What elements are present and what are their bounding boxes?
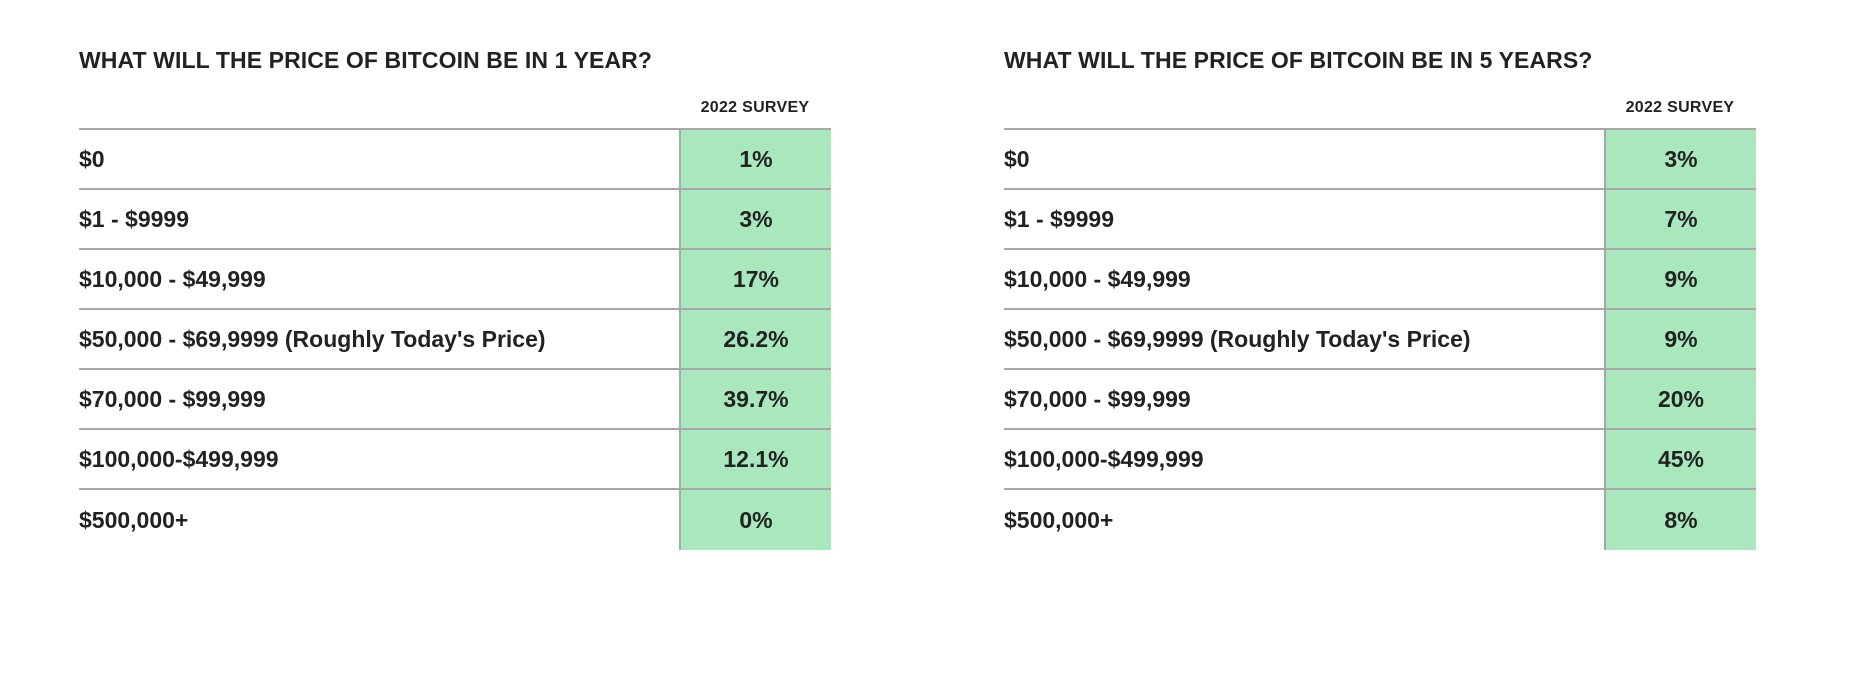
row-label: $1 - $9999 bbox=[1004, 205, 1114, 232]
table-row: $70,000 - $99,999 39.7% bbox=[79, 370, 831, 430]
row-value: 45% bbox=[1604, 430, 1756, 488]
row-label: $500,000+ bbox=[1004, 506, 1114, 533]
row-value: 3% bbox=[679, 190, 831, 248]
table-row: $70,000 - $99,999 20% bbox=[1004, 370, 1756, 430]
table-body: $0 1% $1 - $9999 3% $10,000 - $49,999 17… bbox=[79, 128, 831, 550]
price-5-years-table: WHAT WILL THE PRICE OF BITCOIN BE IN 5 Y… bbox=[1004, 44, 1756, 550]
row-value: 3% bbox=[1604, 130, 1756, 188]
row-value: 39.7% bbox=[679, 370, 831, 428]
table-row: $50,000 - $69,9999 (Roughly Today's Pric… bbox=[79, 310, 831, 370]
row-value: 1% bbox=[679, 130, 831, 188]
row-label: $500,000+ bbox=[79, 506, 189, 533]
table-body: $0 3% $1 - $9999 7% $10,000 - $49,999 9%… bbox=[1004, 128, 1756, 550]
price-1-year-table: WHAT WILL THE PRICE OF BITCOIN BE IN 1 Y… bbox=[79, 44, 831, 550]
column-header: 2022 SURVEY bbox=[700, 99, 810, 116]
row-value: 8% bbox=[1604, 490, 1756, 550]
table-row: $10,000 - $49,999 17% bbox=[79, 250, 831, 310]
row-value: 12.1% bbox=[679, 430, 831, 488]
row-label: $0 bbox=[79, 145, 105, 172]
column-header-row: 2022 SURVEY bbox=[79, 88, 831, 128]
row-label: $10,000 - $49,999 bbox=[79, 265, 266, 292]
table-row: $500,000+ 0% bbox=[79, 490, 831, 550]
row-label: $0 bbox=[1004, 145, 1030, 172]
row-label: $70,000 - $99,999 bbox=[1004, 385, 1191, 412]
column-header-row: 2022 SURVEY bbox=[1004, 88, 1756, 128]
column-header-spacer bbox=[1004, 88, 1604, 128]
column-header: 2022 SURVEY bbox=[1625, 99, 1735, 116]
row-label: $50,000 - $69,9999 (Roughly Today's Pric… bbox=[1004, 325, 1471, 352]
table-row: $1 - $9999 7% bbox=[1004, 190, 1756, 250]
table-row: $50,000 - $69,9999 (Roughly Today's Pric… bbox=[1004, 310, 1756, 370]
chart-title: WHAT WILL THE PRICE OF BITCOIN BE IN 5 Y… bbox=[1004, 47, 1593, 73]
row-label: $1 - $9999 bbox=[79, 205, 189, 232]
chart-title: WHAT WILL THE PRICE OF BITCOIN BE IN 1 Y… bbox=[79, 47, 653, 73]
table-row: $100,000-$499,999 45% bbox=[1004, 430, 1756, 490]
table-row: $500,000+ 8% bbox=[1004, 490, 1756, 550]
row-value: 26.2% bbox=[679, 310, 831, 368]
row-value: 9% bbox=[1604, 310, 1756, 368]
row-label: $70,000 - $99,999 bbox=[79, 385, 266, 412]
column-header-spacer bbox=[79, 88, 679, 128]
table-row: $100,000-$499,999 12.1% bbox=[79, 430, 831, 490]
table-row: $0 1% bbox=[79, 130, 831, 190]
row-value: 7% bbox=[1604, 190, 1756, 248]
row-label: $100,000-$499,999 bbox=[1004, 445, 1204, 472]
table-row: $1 - $9999 3% bbox=[79, 190, 831, 250]
row-value: 0% bbox=[679, 490, 831, 550]
row-value: 17% bbox=[679, 250, 831, 308]
table-row: $0 3% bbox=[1004, 130, 1756, 190]
row-label: $50,000 - $69,9999 (Roughly Today's Pric… bbox=[79, 325, 546, 352]
row-value: 20% bbox=[1604, 370, 1756, 428]
row-label: $10,000 - $49,999 bbox=[1004, 265, 1191, 292]
row-label: $100,000-$499,999 bbox=[79, 445, 279, 472]
row-value: 9% bbox=[1604, 250, 1756, 308]
table-row: $10,000 - $49,999 9% bbox=[1004, 250, 1756, 310]
